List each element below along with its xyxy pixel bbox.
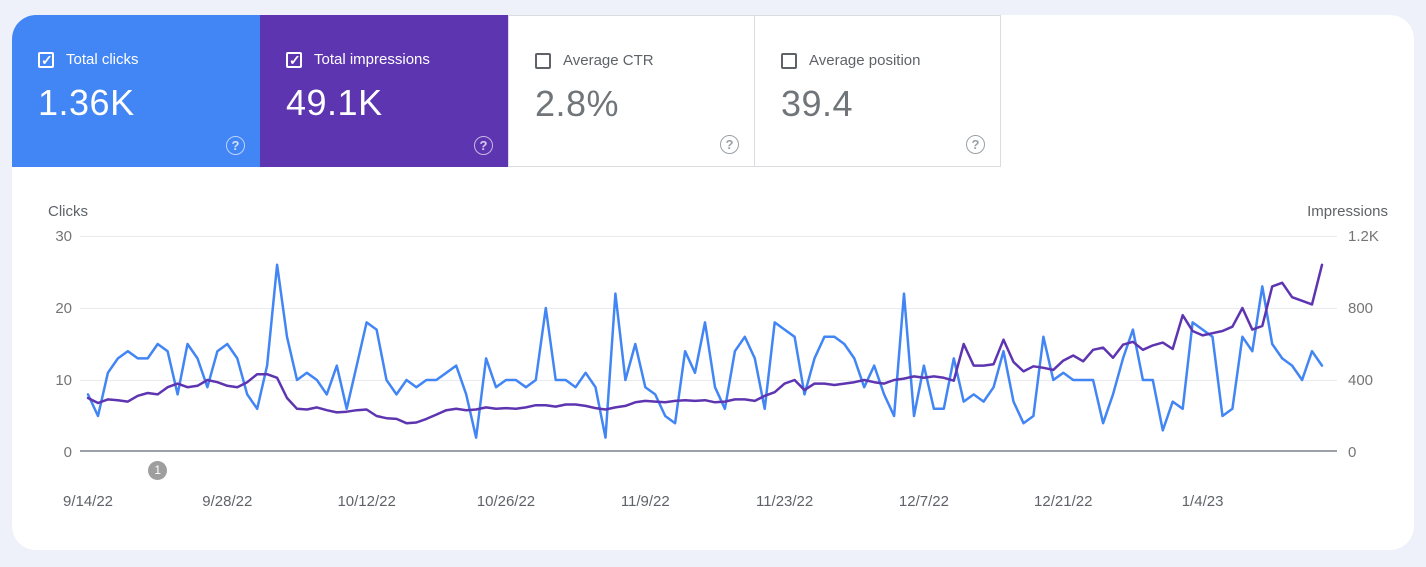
right-axis-tick: 400 — [1348, 372, 1374, 389]
left-axis-tick: 30 — [55, 228, 72, 245]
date-tick-label: 11/9/22 — [620, 493, 670, 510]
tile-total-clicks[interactable]: ✓ Total clicks 1.36K ? — [12, 15, 260, 167]
right-axis-title: Impressions — [1307, 203, 1388, 220]
help-icon[interactable]: ? — [966, 135, 985, 154]
checkmark-icon: ✓ — [289, 51, 301, 68]
performance-line-chart — [80, 236, 1337, 452]
total-clicks-checkbox[interactable]: ✓ — [38, 51, 54, 68]
date-tick-label: 10/12/22 — [337, 493, 396, 510]
left-axis-tick: 10 — [55, 372, 72, 389]
right-axis-tick: 800 — [1348, 300, 1374, 317]
metric-tiles-row: ✓ Total clicks 1.36K ? ✓ Total impressio… — [12, 15, 1001, 167]
average-position-checkbox[interactable] — [781, 52, 797, 69]
checkmark-icon: ✓ — [41, 51, 53, 68]
help-icon[interactable]: ? — [720, 135, 739, 154]
date-tick-label: 9/14/22 — [62, 493, 114, 510]
left-axis-title: Clicks — [48, 203, 88, 220]
performance-panel: ✓ Total clicks 1.36K ? ✓ Total impressio… — [12, 15, 1414, 550]
tile-average-position[interactable]: Average position 39.4 ? — [754, 15, 1001, 167]
left-axis-tick: 0 — [63, 444, 72, 461]
date-tick-label: 11/23/22 — [755, 493, 814, 510]
tile-total-impressions[interactable]: ✓ Total impressions 49.1K ? — [260, 15, 508, 167]
help-icon[interactable]: ? — [474, 136, 493, 155]
tile-label: Total clicks — [66, 51, 139, 68]
average-ctr-checkbox[interactable] — [535, 52, 551, 69]
average-position-value: 39.4 — [781, 83, 854, 124]
left-axis-tick: 20 — [55, 300, 72, 317]
date-tick-label: 10/26/22 — [476, 493, 536, 510]
series-left — [86, 263, 1324, 439]
right-axis-tick: 0 — [1348, 444, 1357, 461]
tile-label: Total impressions — [314, 51, 430, 68]
tile-label: Average position — [809, 52, 921, 69]
date-tick-label: 12/21/22 — [1034, 493, 1093, 510]
tile-average-ctr[interactable]: Average CTR 2.8% ? — [508, 15, 755, 167]
series-right — [86, 263, 1324, 425]
annotation-badge[interactable]: 1 — [148, 461, 168, 480]
right-axis-tick: 1.2K — [1348, 228, 1379, 245]
help-icon[interactable]: ? — [226, 136, 245, 155]
total-clicks-value: 1.36K — [38, 82, 135, 123]
total-impressions-checkbox[interactable]: ✓ — [286, 51, 302, 68]
total-impressions-value: 49.1K — [286, 82, 383, 123]
date-tick-label: 12/7/22 — [898, 493, 949, 510]
average-ctr-value: 2.8% — [535, 83, 620, 124]
date-tick-label: 1/4/23 — [1181, 493, 1224, 510]
tile-label: Average CTR — [563, 52, 654, 69]
date-tick-label: 9/28/22 — [202, 493, 253, 510]
